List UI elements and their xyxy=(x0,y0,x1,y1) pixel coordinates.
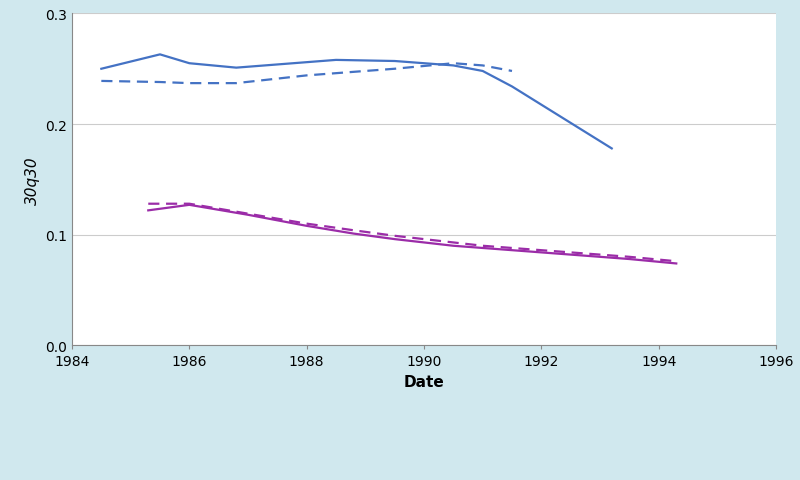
Women - Male respondents xyxy=(185,203,194,208)
Women - Female respondents xyxy=(449,240,458,246)
Men - Female respondents xyxy=(97,79,106,84)
Women - Male respondents xyxy=(537,250,546,256)
Line: Women - Male respondents: Women - Male respondents xyxy=(148,205,676,264)
Women - Female respondents xyxy=(419,237,429,242)
Line: Men - Female respondents: Men - Female respondents xyxy=(102,64,512,84)
Women - Female respondents xyxy=(671,259,681,264)
Men - Male respondents xyxy=(155,52,165,58)
Women - Male respondents xyxy=(302,224,311,229)
Women - Male respondents xyxy=(625,257,634,263)
Women - Female respondents xyxy=(537,248,546,253)
Women - Female respondents xyxy=(595,252,605,258)
Women - Male respondents xyxy=(566,252,575,258)
Men - Male respondents xyxy=(185,61,194,67)
Men - Male respondents xyxy=(97,67,106,72)
Men - Female respondents xyxy=(507,69,517,75)
Y-axis label: 30q30: 30q30 xyxy=(25,156,39,204)
Men - Female respondents xyxy=(449,61,458,67)
Women - Female respondents xyxy=(185,202,194,207)
Women - Female respondents xyxy=(243,211,253,217)
Women - Male respondents xyxy=(390,237,399,242)
Men - Female respondents xyxy=(478,63,487,69)
Women - Female respondents xyxy=(349,228,358,234)
Men - Male respondents xyxy=(607,146,617,152)
Women - Female respondents xyxy=(625,254,634,260)
Women - Female respondents xyxy=(143,202,153,207)
Women - Male respondents xyxy=(419,240,429,246)
Women - Male respondents xyxy=(507,248,517,253)
Men - Male respondents xyxy=(507,84,517,90)
Line: Women - Female respondents: Women - Female respondents xyxy=(148,204,676,262)
Men - Female respondents xyxy=(185,81,194,87)
Women - Male respondents xyxy=(595,254,605,260)
X-axis label: Date: Date xyxy=(404,374,444,389)
Men - Male respondents xyxy=(449,63,458,69)
Women - Male respondents xyxy=(349,231,358,237)
Women - Male respondents xyxy=(478,246,487,252)
Men - Male respondents xyxy=(390,59,399,65)
Men - Female respondents xyxy=(231,81,241,87)
Men - Male respondents xyxy=(478,69,487,75)
Women - Female respondents xyxy=(478,243,487,249)
Women - Female respondents xyxy=(390,233,399,239)
Men - Male respondents xyxy=(331,58,341,64)
Women - Female respondents xyxy=(566,250,575,256)
Women - Male respondents xyxy=(143,208,153,214)
Men - Female respondents xyxy=(390,67,399,72)
Women - Male respondents xyxy=(671,261,681,267)
Women - Male respondents xyxy=(243,213,253,218)
Women - Female respondents xyxy=(302,221,311,227)
Women - Female respondents xyxy=(507,246,517,252)
Women - Male respondents xyxy=(449,243,458,249)
Men - Female respondents xyxy=(155,80,165,86)
Men - Female respondents xyxy=(302,73,311,79)
Men - Male respondents xyxy=(231,66,241,72)
Line: Men - Male respondents: Men - Male respondents xyxy=(102,55,612,149)
